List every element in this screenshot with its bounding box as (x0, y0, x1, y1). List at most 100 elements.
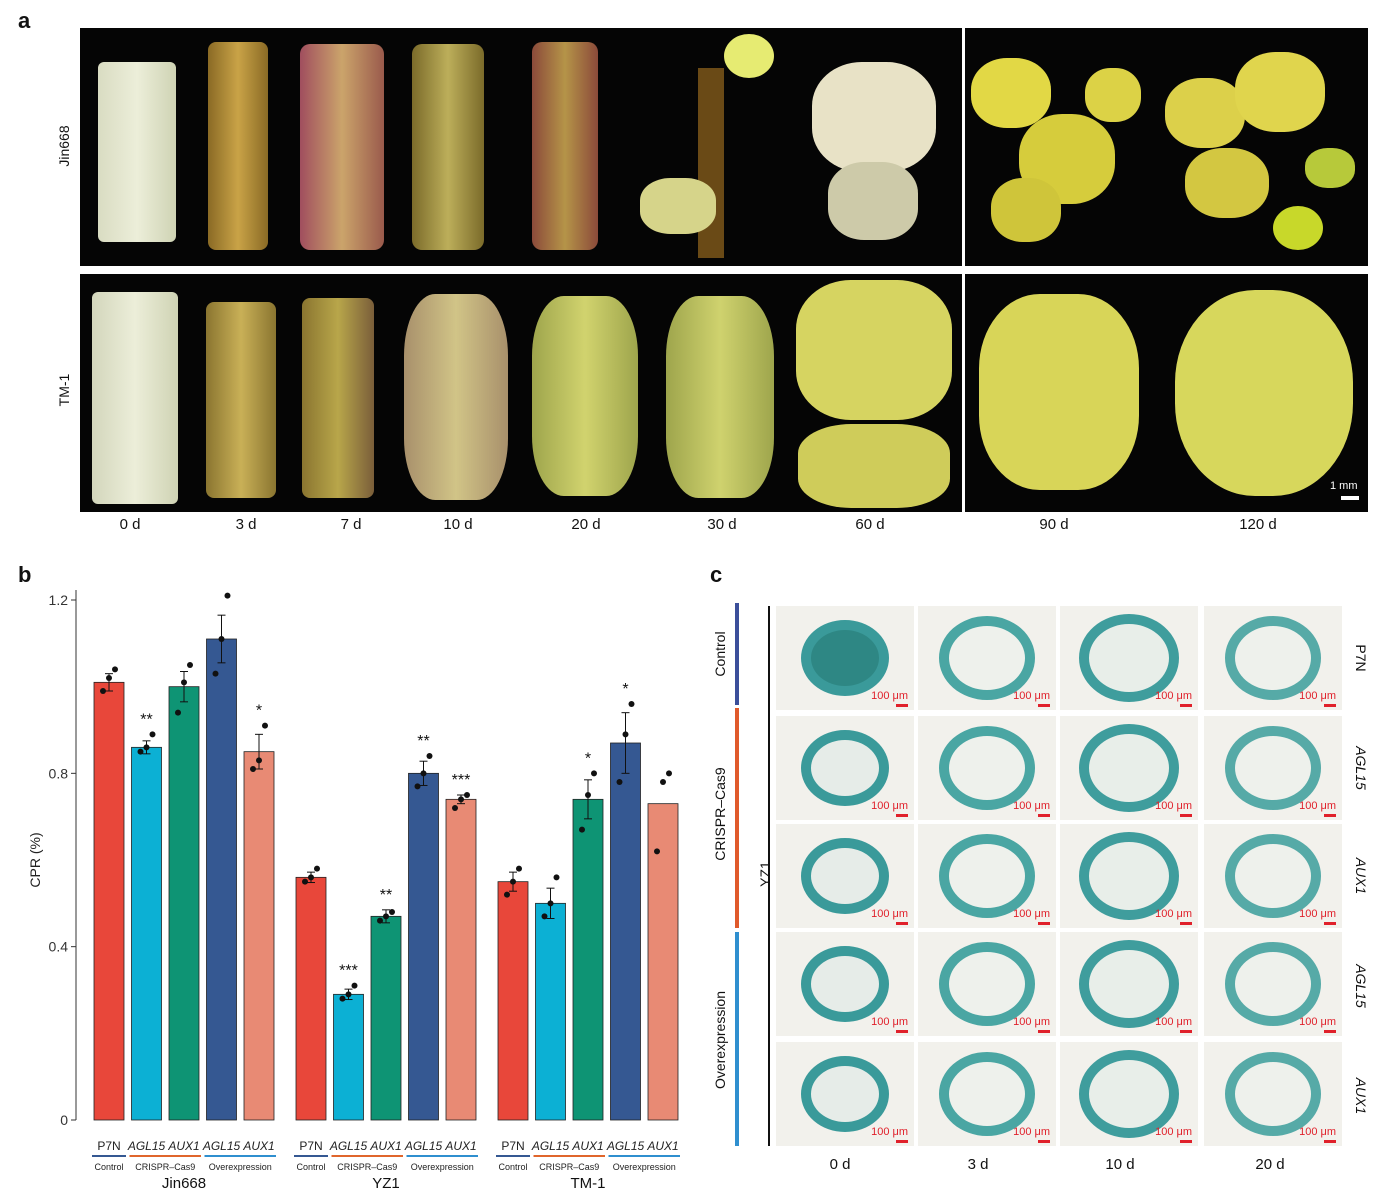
scale-label-100um: 100 μm (1155, 1126, 1192, 1138)
data-point (224, 592, 231, 599)
panel-b-letter: b (18, 562, 32, 587)
histology-image: 100 μm (1060, 1042, 1198, 1146)
scale-label-100um: 100 μm (871, 1126, 908, 1138)
scale-bar-100um (896, 704, 908, 707)
c-day-label-20d: 20 d (1255, 1156, 1285, 1173)
scale-bar-100um (1180, 1140, 1192, 1143)
bar-YZ1-P7N (295, 876, 327, 1121)
bar-label: AUX1 (646, 1139, 678, 1153)
subgroup-label: Overexpression (209, 1162, 272, 1172)
scale-bar-100um (1324, 1140, 1336, 1143)
photo-jin668-7d (286, 28, 398, 266)
scale-bar-100um (896, 814, 908, 817)
bar-YZ1-AGL15 (408, 772, 439, 1121)
scale-label-100um: 100 μm (1299, 1126, 1336, 1138)
data-point (585, 792, 591, 798)
tissue-ring (1079, 940, 1179, 1028)
subgroup-label: CRISPR–Cas9 (539, 1162, 599, 1172)
tissue-ring (801, 838, 889, 914)
tissue-ring (1225, 1052, 1321, 1136)
day-label-10d: 10 d (443, 516, 473, 533)
data-point (314, 865, 320, 872)
tissue-ring (939, 616, 1035, 700)
scale-bar-1mm (1341, 496, 1359, 500)
significance-label: ** (380, 887, 392, 904)
photo-jin668-120d (1155, 28, 1368, 266)
scale-bar-100um (896, 922, 908, 925)
histology-image: 100 μm (1204, 1042, 1342, 1146)
day-label-0d: 0 d (119, 516, 141, 533)
bar-label: AUX1 (444, 1139, 476, 1153)
data-point (377, 917, 383, 924)
histology-image: 100 μm (1204, 932, 1342, 1036)
significance-label: ** (417, 733, 429, 750)
data-point (181, 679, 187, 686)
data-point (345, 991, 352, 998)
group-label: TM-1 (571, 1175, 606, 1192)
photo-tm1-10d (390, 274, 520, 512)
data-point (389, 909, 395, 915)
group-bar-overexpression (735, 932, 739, 1146)
tissue-ring (1079, 614, 1179, 702)
bar-label: AGL15 (404, 1139, 443, 1153)
scale-bar-100um (896, 1140, 908, 1143)
row-label-agl15-crispr: AGL15 (1353, 746, 1369, 790)
photo-jin668-30d (628, 28, 790, 266)
scale-label-100um: 100 μm (1155, 1016, 1192, 1028)
bar-label: AGL15 (329, 1139, 368, 1153)
scale-bar-100um (1324, 814, 1336, 817)
histology-image: 100 μm (918, 716, 1056, 820)
tissue-ring (939, 1052, 1035, 1136)
tissue-ring (1225, 726, 1321, 810)
photo-jin668-0d (80, 28, 190, 266)
data-point (212, 670, 219, 677)
scale-label-100um: 100 μm (1013, 908, 1050, 920)
bar-Jin668-AUX1 (168, 686, 200, 1121)
bar-YZ1-AGL15 (333, 993, 364, 1121)
scale-bar-100um (1180, 704, 1192, 707)
data-point (622, 731, 629, 738)
panel-c-letter: c (710, 562, 723, 587)
photo-jin668-3d (190, 28, 286, 266)
bar-TM-1-AGL15 (535, 902, 566, 1121)
data-point (143, 744, 150, 751)
tissue-ring (1079, 832, 1179, 920)
c-day-label-10d: 10 d (1105, 1156, 1135, 1173)
bar-label: AGL15 (202, 1139, 241, 1153)
day-label-120d: 120 d (1239, 516, 1277, 533)
histology-image: 100 μm (918, 1042, 1056, 1146)
data-point (106, 675, 112, 681)
scale-label-100um: 100 μm (1299, 1016, 1336, 1028)
data-point (666, 770, 672, 777)
data-point (218, 636, 225, 642)
tissue-ring (1079, 1050, 1179, 1138)
scale-bar-100um (896, 1030, 908, 1033)
y-tick-label: 1.2 (49, 592, 69, 608)
data-point (464, 792, 470, 798)
data-point (553, 874, 560, 881)
bar-label: AGL15 (531, 1139, 570, 1153)
tissue-ring (801, 620, 889, 696)
histology-image: 100 μm (1060, 932, 1198, 1036)
bar-Jin668-AGL15 (206, 638, 237, 1121)
tissue-ring (1225, 942, 1321, 1026)
bar-label: AUX1 (242, 1139, 274, 1153)
bar-Jin668-P7N (93, 681, 125, 1121)
day-label-3d: 3 d (235, 516, 257, 533)
c-day-label-0d: 0 d (829, 1156, 851, 1173)
scale-label-100um: 100 μm (1013, 800, 1050, 812)
tissue-ring (801, 946, 889, 1022)
histology-image: 100 μm (776, 716, 914, 820)
subgroup-label: Control (296, 1162, 325, 1172)
histology-image: 100 μm (918, 932, 1056, 1036)
photo-tm1-20d (520, 274, 652, 512)
histology-image: 100 μm (918, 824, 1056, 928)
data-point (547, 900, 554, 907)
data-point (510, 878, 516, 885)
day-label-20d: 20 d (571, 516, 601, 533)
y-tick-label: 0 (60, 1112, 68, 1128)
data-point (351, 982, 358, 989)
data-point (426, 753, 433, 759)
data-point (256, 757, 262, 764)
group-bar-control (735, 603, 739, 705)
